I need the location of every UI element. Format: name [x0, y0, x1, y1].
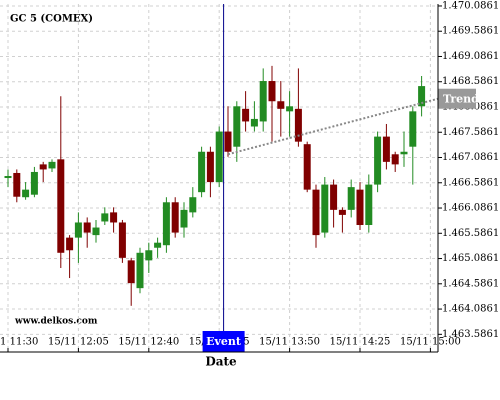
- candle-body: [127, 260, 135, 284]
- candle-body: [189, 197, 197, 213]
- candle-body: [250, 118, 258, 127]
- candle-body: [418, 86, 426, 107]
- x-tick-label: 15/11 12:05: [48, 337, 109, 348]
- candle-body: [136, 252, 144, 289]
- trend-line: [227, 97, 439, 156]
- candle-body: [294, 108, 302, 142]
- y-tick-label: 1.465.5861: [442, 228, 499, 239]
- candle-body: [356, 189, 364, 226]
- y-tick-label: 1.467.0861: [442, 152, 499, 163]
- candle-body: [268, 81, 276, 102]
- x-tick-label: 15/11 13:50: [259, 337, 320, 348]
- candle-body: [312, 189, 320, 236]
- candle-body: [198, 151, 206, 193]
- y-tick-label: 1.467.5861: [442, 127, 499, 138]
- x-axis-title: Date: [205, 355, 237, 369]
- candle-body: [409, 111, 417, 147]
- x-tick-label: 15/11 14:25: [330, 337, 391, 348]
- candle-body: [400, 151, 408, 155]
- candle-body: [242, 108, 250, 122]
- candle-body: [110, 212, 118, 223]
- candle-body: [382, 136, 390, 162]
- candle-body: [118, 222, 126, 258]
- candle-body: [233, 106, 241, 147]
- candle-body: [48, 161, 56, 169]
- candle-body: [338, 209, 346, 215]
- candle-body: [259, 81, 267, 122]
- y-tick-label: 1.469.5861: [442, 26, 499, 37]
- candle-body: [180, 209, 188, 228]
- candle-body: [321, 184, 329, 233]
- candle-body: [74, 222, 82, 238]
- event-label-box: [202, 331, 245, 352]
- y-tick-label: 1.469.0861: [442, 51, 499, 62]
- candle-body: [92, 227, 100, 236]
- event-label: Event: [206, 335, 242, 348]
- x-tick-label: 15/11 11:30: [0, 337, 38, 348]
- candle-body: [83, 222, 91, 233]
- candle-body: [30, 171, 38, 195]
- y-tick-label: 1.464.0861: [442, 304, 499, 315]
- candle-body: [215, 131, 223, 183]
- candle-body: [303, 144, 311, 190]
- candle-body: [206, 151, 214, 183]
- y-tick-label: 1.466.0861: [442, 203, 499, 214]
- candle-body: [4, 176, 12, 179]
- candle-body: [154, 242, 162, 248]
- candle-body: [57, 159, 65, 253]
- candle-body: [365, 184, 373, 226]
- trend-label-box: [438, 88, 476, 109]
- candle-body: [39, 164, 47, 170]
- candle-body: [330, 184, 338, 210]
- chart-title: GC 5 (COMEX): [10, 14, 93, 25]
- candle-body: [347, 187, 355, 210]
- candle-body: [171, 202, 179, 233]
- candle-body: [374, 136, 382, 185]
- candle-body: [22, 189, 30, 198]
- candle-body: [224, 131, 232, 152]
- y-tick-label: 1.466.5861: [442, 177, 499, 188]
- candle-body: [101, 213, 109, 222]
- x-tick-label: 15/11 15:00: [400, 337, 461, 348]
- y-tick-label: 1.470.0861: [442, 0, 499, 11]
- trend-label: Trend: [443, 93, 479, 106]
- candle-body: [391, 154, 399, 165]
- x-tick-label: 15/11 12:40: [118, 337, 179, 348]
- y-tick-label: 1.464.5861: [442, 278, 499, 289]
- candle-body: [286, 106, 294, 112]
- candle-body: [277, 101, 285, 109]
- y-tick-label: 1.465.0861: [442, 253, 499, 264]
- y-tick-label: 1.468.5861: [442, 76, 499, 87]
- candle-body: [145, 250, 153, 261]
- candle-body: [162, 202, 170, 246]
- watermark: www.delkos.com: [14, 317, 98, 327]
- y-tick-label: 1.463.5861: [442, 329, 499, 340]
- candle-body: [66, 237, 74, 251]
- candle-body: [13, 172, 21, 197]
